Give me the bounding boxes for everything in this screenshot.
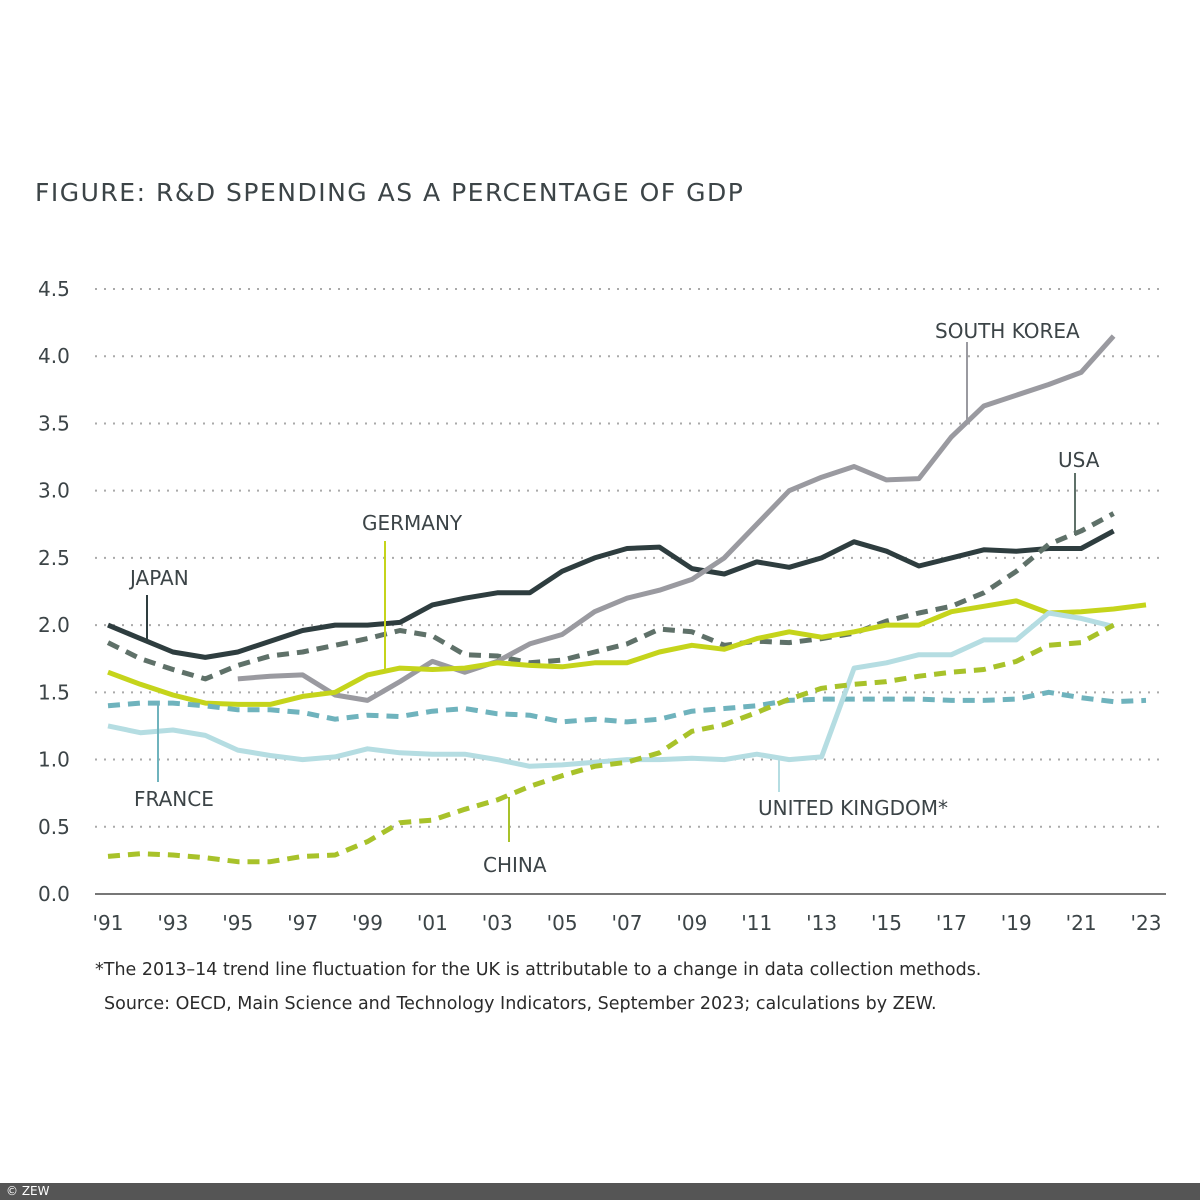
gridlines [95,288,1166,828]
x-tick-label: '11 [741,911,772,935]
y-tick-label: 4.0 [38,344,70,368]
y-tick-label: 0.0 [38,882,70,906]
label-usa: USA [1058,448,1100,472]
y-tick-label: 4.5 [38,277,70,301]
x-tick-label: '07 [612,911,643,935]
series-line-usa [106,511,1115,682]
y-tick-label: 3.0 [38,479,70,503]
series-line-china [107,622,1115,865]
label-germany: GERMANY [362,511,463,535]
x-tick-label: '95 [222,911,253,935]
x-tick-label: '05 [547,911,578,935]
x-tick-label: '03 [482,911,513,935]
series-line-germany [107,598,1147,707]
footnote: *The 2013–14 trend line fluctuation for … [95,960,982,980]
x-tick-label: '19 [1001,911,1032,935]
x-tick-label: '97 [287,911,318,935]
x-tick-label: '99 [352,911,383,935]
copyright-footer: © ZEW [0,1183,1200,1200]
x-tick-label: '13 [806,911,837,935]
label-uk: UNITED KINGDOM* [758,796,948,820]
label-france: FRANCE [134,787,214,811]
y-tick-label: 0.5 [38,815,70,839]
series-line-south-korea [237,334,1116,703]
label-japan: JAPAN [128,566,189,590]
y-axis-ticks: 0.0 0.5 1.0 1.5 2.0 2.5 3.0 3.5 4.0 4.5 [38,277,70,906]
x-tick-label: '93 [157,911,188,935]
x-tick-label: '01 [417,911,448,935]
y-tick-label: 3.5 [38,411,70,435]
label-south-korea: SOUTH KOREA [935,319,1080,343]
y-tick-label: 1.0 [38,748,70,772]
x-tick-label: '17 [936,911,967,935]
chart-title: FIGURE: R&D SPENDING AS A PERCENTAGE OF … [35,178,745,207]
x-tick-label: '15 [871,911,902,935]
series-labels: JAPAN USA SOUTH KOREA GERMANY FRANCE UNI… [128,319,1100,877]
x-axis-ticks: '91 '93 '95 '97 '99 '01 '03 '05 '07 '09 '11 '13 '15 '… [93,911,1162,935]
label-leaders [146,342,1076,842]
series-line-united-kingdom [107,610,1115,769]
x-tick-label: '23 [1131,911,1162,935]
y-tick-label: 2.0 [38,613,70,637]
x-tick-label: '91 [93,911,124,935]
x-tick-label: '09 [676,911,707,935]
source-note: Source: OECD, Main Science and Technolog… [104,994,937,1014]
y-tick-label: 2.5 [38,546,70,570]
y-tick-label: 1.5 [38,680,70,704]
series-lines [106,334,1147,865]
x-tick-label: '21 [1066,911,1097,935]
series-line-japan [107,528,1115,660]
series-line-france [107,689,1147,725]
label-china: CHINA [483,853,547,877]
